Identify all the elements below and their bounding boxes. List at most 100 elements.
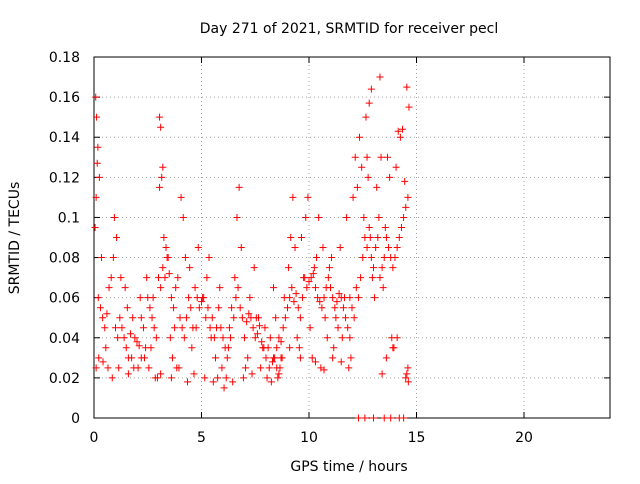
data-point — [149, 294, 157, 302]
data-point — [155, 274, 162, 282]
data-point — [367, 85, 375, 93]
data-point — [354, 414, 362, 422]
data-point — [182, 314, 190, 322]
data-point — [205, 254, 213, 262]
data-point — [334, 324, 342, 332]
data-point — [360, 213, 368, 221]
data-point — [338, 334, 346, 342]
data-point — [397, 223, 405, 231]
data-point — [353, 183, 361, 191]
data-point — [146, 304, 154, 312]
data-point — [309, 270, 317, 278]
data-point — [145, 364, 153, 372]
data-point — [274, 374, 282, 382]
data-point — [311, 358, 319, 366]
data-point — [168, 354, 176, 362]
data-point — [157, 370, 165, 378]
data-point — [115, 364, 123, 372]
data-point — [280, 294, 288, 302]
data-point — [371, 294, 379, 302]
y-tick-label: 0.16 — [49, 90, 80, 106]
data-point — [95, 173, 103, 181]
data-point — [285, 264, 293, 272]
data-point — [263, 374, 271, 382]
data-point — [403, 83, 411, 91]
data-point — [107, 274, 115, 282]
data-point — [296, 354, 304, 362]
data-point — [311, 284, 319, 292]
data-point — [171, 324, 179, 332]
data-point — [295, 344, 303, 352]
data-point — [332, 314, 340, 322]
data-point — [362, 113, 370, 121]
data-point — [284, 304, 291, 312]
y-tick-label: 0 — [71, 411, 80, 427]
data-point — [380, 414, 388, 422]
data-point — [389, 344, 397, 352]
data-point — [133, 338, 141, 346]
data-point — [215, 304, 223, 312]
data-point — [185, 294, 193, 302]
data-point — [224, 344, 232, 352]
data-point — [375, 213, 383, 221]
data-point — [217, 324, 225, 332]
data-point — [105, 284, 113, 292]
y-tick-label: 0.02 — [49, 371, 80, 387]
chart-title: Day 271 of 2021, SRMTID for receiver pec… — [200, 21, 499, 37]
data-point — [137, 314, 145, 322]
data-point — [150, 324, 158, 332]
data-point — [400, 213, 408, 221]
data-point — [238, 314, 246, 322]
data-point — [351, 153, 359, 161]
y-tick-label: 0.04 — [49, 331, 80, 347]
data-point — [96, 304, 104, 312]
data-point — [292, 290, 300, 298]
data-point — [139, 324, 147, 332]
data-point — [116, 314, 124, 322]
y-tick-label: 0.18 — [49, 50, 80, 66]
data-point — [220, 384, 228, 392]
data-point — [223, 354, 231, 362]
data-point — [318, 304, 326, 312]
data-point — [346, 334, 354, 342]
data-point — [273, 344, 281, 352]
data-point — [354, 294, 362, 302]
data-point — [201, 374, 209, 382]
data-point — [218, 364, 226, 372]
data-point — [160, 234, 168, 241]
data-point — [342, 314, 350, 322]
data-point — [176, 314, 184, 322]
x-tick-label: 0 — [90, 430, 99, 446]
data-point — [92, 93, 100, 101]
data-point — [184, 378, 192, 386]
data-point — [303, 284, 311, 292]
data-point — [121, 284, 129, 292]
data-point — [319, 244, 327, 252]
x-tick-label: 10 — [300, 430, 318, 446]
data-point — [199, 294, 207, 302]
data-point — [231, 274, 239, 282]
data-point — [365, 223, 373, 231]
data-point — [349, 193, 357, 201]
data-point — [95, 354, 103, 362]
data-point — [373, 183, 381, 191]
data-point — [370, 264, 377, 272]
data-point — [302, 213, 310, 221]
data-point — [250, 264, 258, 272]
y-tick-label: 0.12 — [49, 170, 80, 186]
data-point — [402, 374, 410, 382]
data-point — [94, 143, 102, 151]
data-point — [357, 274, 365, 282]
data-point — [92, 193, 100, 201]
data-point — [109, 254, 117, 262]
data-point — [124, 370, 132, 378]
data-point — [251, 334, 259, 342]
data-point — [296, 314, 304, 322]
data-point — [190, 370, 198, 378]
data-point — [230, 314, 238, 322]
data-point — [404, 193, 412, 201]
data-point — [94, 294, 102, 302]
data-point — [91, 223, 99, 231]
data-point — [372, 244, 380, 252]
data-point — [307, 274, 315, 282]
